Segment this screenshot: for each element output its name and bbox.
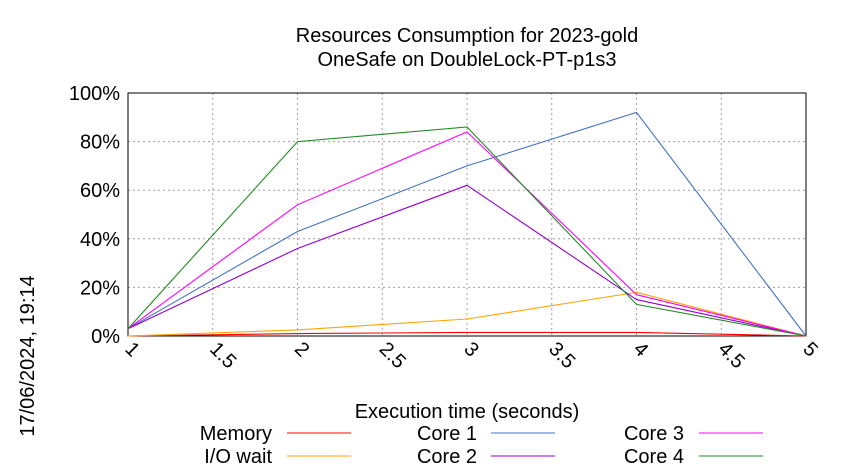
- y-tick-label: 40%: [80, 229, 120, 251]
- legend-label: Core 1: [417, 423, 477, 445]
- chart-subtitle: OneSafe on DoubleLock-PT-p1s3: [317, 49, 616, 71]
- x-tick-labels: 1 1.5 2 2.5 3 3.5 4 4.5 5: [120, 338, 821, 373]
- y-tick-label: 60%: [80, 180, 120, 202]
- x-axis-label: Execution time (seconds): [355, 401, 580, 423]
- y-tick-label: 100%: [69, 83, 120, 105]
- x-tick-label: 2: [290, 338, 313, 361]
- series-line-memory: [127, 331, 807, 337]
- series-line-core-1: [127, 111, 807, 337]
- x-tick-label: 3: [459, 338, 482, 361]
- x-tick-label: 1.5: [205, 338, 240, 373]
- y-tick-label: 20%: [80, 277, 120, 299]
- x-tick-label: 2.5: [375, 338, 410, 373]
- series-lines: [127, 111, 807, 337]
- series-line-i-o-wait: [127, 291, 807, 337]
- x-tick-label: 4: [629, 338, 652, 361]
- y-tick-label: 0%: [91, 326, 120, 348]
- series-line-core-2: [127, 184, 807, 337]
- legend-label: Core 2: [417, 446, 477, 468]
- legend-label: Core 4: [624, 446, 684, 468]
- legend-label: I/O wait: [204, 446, 272, 468]
- plot-frame: [127, 92, 807, 337]
- x-tick-label: 5: [798, 338, 821, 361]
- y-tick-labels: 0% 20% 40% 60% 80% 100%: [69, 83, 120, 348]
- x-tick-label: 4.5: [714, 338, 749, 373]
- x-tick-label: 1: [120, 338, 143, 361]
- timestamp-label: 17/06/2024, 19:14: [17, 275, 39, 436]
- y-tick-label: 80%: [80, 132, 120, 154]
- grid: [127, 92, 807, 337]
- series-line-core-4: [127, 126, 807, 337]
- series-line-core-3: [127, 131, 807, 337]
- legend-label: Core 3: [624, 423, 684, 445]
- x-tick-label: 3.5: [544, 338, 579, 373]
- legend-label: Memory: [200, 423, 272, 445]
- chart-title: Resources Consumption for 2023-gold: [296, 25, 638, 47]
